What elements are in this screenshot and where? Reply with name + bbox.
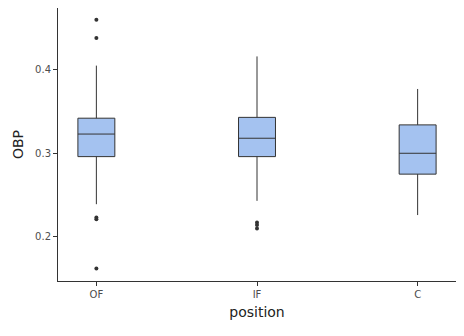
- svg-text:position: position: [229, 304, 284, 320]
- svg-text:0.3: 0.3: [35, 148, 51, 159]
- svg-text:0.4: 0.4: [35, 64, 51, 75]
- svg-text:OBP: OBP: [10, 130, 26, 159]
- svg-text:C: C: [414, 289, 421, 300]
- svg-text:0.2: 0.2: [35, 231, 51, 242]
- svg-text:OF: OF: [90, 289, 104, 300]
- svg-text:IF: IF: [253, 289, 262, 300]
